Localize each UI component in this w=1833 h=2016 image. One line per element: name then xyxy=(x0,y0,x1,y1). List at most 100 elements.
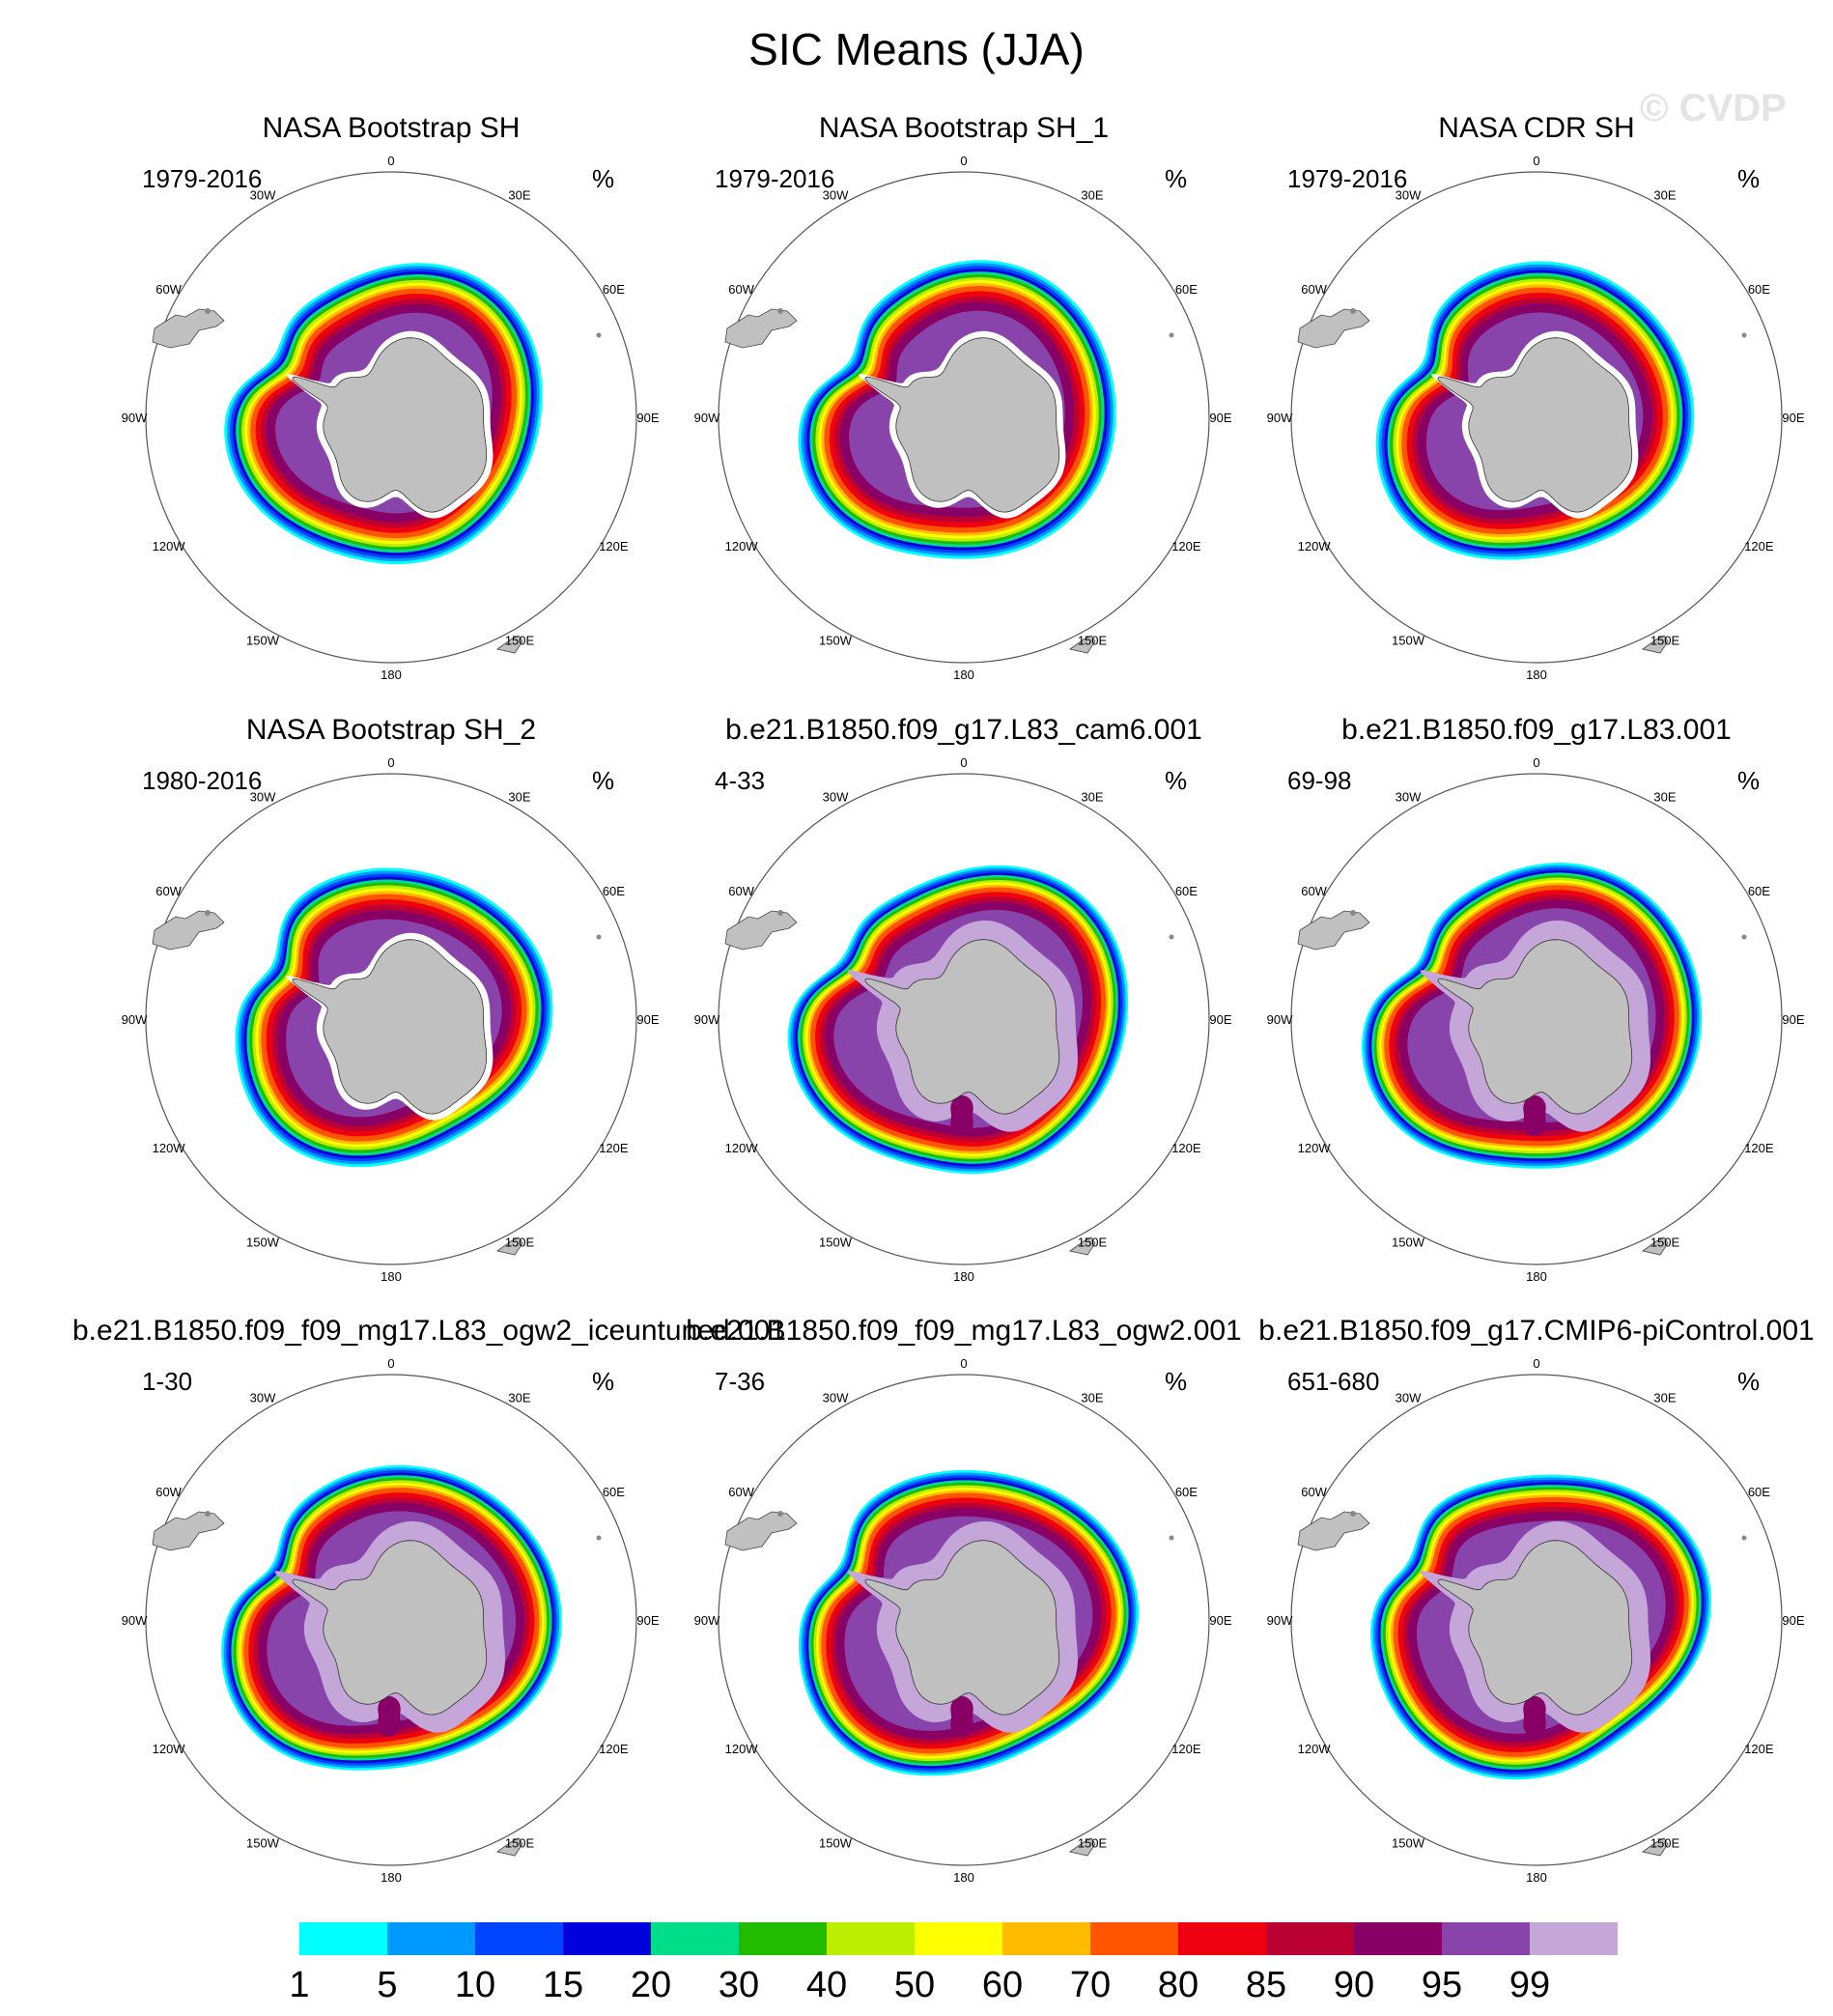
island-marker xyxy=(1169,332,1174,338)
antarctica-land xyxy=(292,939,488,1115)
colorbar-box-95 xyxy=(1442,1922,1530,1955)
antarctica-land xyxy=(292,337,488,513)
island-marker xyxy=(1350,308,1356,314)
longitude-label-90e: 90E xyxy=(636,1012,659,1027)
colorbar-box-99 xyxy=(1530,1922,1618,1955)
longitude-label-60w: 60W xyxy=(1301,1485,1327,1499)
longitude-label-0: 0 xyxy=(1533,154,1539,168)
colorbar-tick-label: 40 xyxy=(805,1965,848,2005)
longitude-label-0: 0 xyxy=(960,1356,967,1371)
longitude-label-60w: 60W xyxy=(728,884,754,898)
colorbar-tick-label: 10 xyxy=(454,1965,496,2005)
longitude-label-150e: 150E xyxy=(1078,1835,1108,1850)
longitude-label-150e: 150E xyxy=(1650,633,1680,647)
longitude-label-120e: 120E xyxy=(599,1742,629,1756)
longitude-label-150w: 150W xyxy=(819,633,853,647)
longitude-label-150w: 150W xyxy=(246,1835,280,1850)
longitude-label-120e: 120E xyxy=(1171,1141,1201,1155)
island-marker xyxy=(205,308,211,314)
panel-title: b.e21.B1850.f09_g17.CMIP6-piControl.001 xyxy=(1258,1315,1815,1347)
colorbar-box-1 xyxy=(299,1922,387,1955)
longitude-label-180: 180 xyxy=(953,667,974,682)
panel-units-label: % xyxy=(1737,766,1761,795)
panel-units-label: % xyxy=(592,164,615,193)
longitude-label-120e: 120E xyxy=(1744,1141,1774,1155)
colorbar-tick-label: 95 xyxy=(1421,1965,1463,2005)
longitude-label-180: 180 xyxy=(381,667,402,682)
longitude-label-120e: 120E xyxy=(1744,539,1774,554)
longitude-label-0: 0 xyxy=(387,154,394,168)
sic-ross-sea-patch xyxy=(950,1696,973,1737)
longitude-label-60e: 60E xyxy=(1175,884,1198,898)
longitude-label-180: 180 xyxy=(1526,1269,1547,1284)
antarctica-land xyxy=(1437,1540,1633,1716)
longitude-label-150w: 150W xyxy=(246,1235,280,1249)
panel-years-label: 651-680 xyxy=(1287,1367,1380,1396)
colorbar-tick-label: 99 xyxy=(1509,1965,1551,2005)
longitude-label-90e: 90E xyxy=(1209,1613,1231,1628)
panel-years-label: 4-33 xyxy=(715,766,766,795)
figure-title: SIC Means (JJA) xyxy=(748,24,1085,74)
longitude-label-90w: 90W xyxy=(1267,1012,1293,1027)
longitude-label-90e: 90E xyxy=(636,1613,659,1628)
longitude-label-60e: 60E xyxy=(1748,884,1770,898)
colorbar-box-90 xyxy=(1354,1922,1442,1955)
panel-title: NASA Bootstrap SH_2 xyxy=(245,714,537,746)
panel-years-label: 1979-2016 xyxy=(715,164,835,193)
new-zealand-land xyxy=(1069,1236,1096,1256)
longitude-label-60w: 60W xyxy=(1301,884,1327,898)
island-marker xyxy=(1741,332,1747,338)
panel-years-label: 69-98 xyxy=(1287,766,1352,795)
sic-ross-sea-patch xyxy=(1523,1095,1546,1136)
new-zealand-land xyxy=(496,1837,523,1857)
panel-title: NASA CDR SH xyxy=(1438,112,1635,144)
longitude-label-90e: 90E xyxy=(1782,411,1804,425)
sic-ross-sea-patch xyxy=(378,1696,401,1737)
longitude-label-150e: 150E xyxy=(505,1835,535,1850)
longitude-label-150w: 150W xyxy=(246,633,280,647)
longitude-label-60w: 60W xyxy=(1301,282,1327,297)
longitude-label-120w: 120W xyxy=(1298,539,1332,554)
colorbar-tick-label: 90 xyxy=(1333,1965,1375,2005)
sic-map-panel: 0 30E 60E 90E 120E 150E 180 150W 120W 90W 60W 30W xyxy=(122,1356,660,1885)
panel-years-label: 7-36 xyxy=(715,1367,766,1396)
colorbar-tick-label: 70 xyxy=(1069,1965,1112,2005)
colorbar-box-20 xyxy=(651,1922,739,1955)
antarctica-land xyxy=(864,939,1060,1115)
longitude-label-120w: 120W xyxy=(1298,1742,1332,1756)
longitude-label-0: 0 xyxy=(960,154,967,168)
sic-map-panel: 0 30E 60E 90E 120E 150E 180 150W 120W 90W 60W 30W xyxy=(1267,154,1805,682)
longitude-label-60w: 60W xyxy=(728,1485,754,1499)
colorbar-box-30 xyxy=(739,1922,827,1955)
longitude-label-60e: 60E xyxy=(603,1485,625,1499)
longitude-label-90w: 90W xyxy=(694,1012,720,1027)
colorbar-box-15 xyxy=(563,1922,651,1955)
longitude-label-30w: 30W xyxy=(823,188,849,203)
island-marker xyxy=(596,934,602,940)
south-america-land xyxy=(152,910,225,951)
colorbar-box-40 xyxy=(827,1922,915,1955)
longitude-label-0: 0 xyxy=(1533,755,1539,770)
colorbar-tick-label: 80 xyxy=(1157,1965,1199,2005)
longitude-label-30w: 30W xyxy=(1396,1391,1422,1406)
sic-map-panel: 0 30E 60E 90E 120E 150E 180 150W 120W 90W 60W 30W xyxy=(694,154,1232,682)
longitude-label-90w: 90W xyxy=(694,411,720,425)
longitude-label-60e: 60E xyxy=(1748,1485,1770,1499)
antarctica-land xyxy=(864,1540,1060,1716)
panel-years-label: 1979-2016 xyxy=(1287,164,1408,193)
panel-title: NASA Bootstrap SH_1 xyxy=(818,112,1110,144)
longitude-label-150e: 150E xyxy=(1650,1235,1680,1249)
colorbar-tick-label: 20 xyxy=(630,1965,672,2005)
colorbar-box-70 xyxy=(1090,1922,1178,1955)
longitude-label-30w: 30W xyxy=(250,790,276,805)
longitude-label-30w: 30W xyxy=(250,188,276,203)
panel-title: NASA Bootstrap SH xyxy=(262,112,521,144)
sic-map-panel: 0 30E 60E 90E 120E 150E 180 150W 120W 90W 60W 30W xyxy=(694,755,1232,1284)
longitude-label-90e: 90E xyxy=(1782,1613,1804,1628)
longitude-label-30w: 30W xyxy=(823,1391,849,1406)
longitude-label-30w: 30W xyxy=(1396,188,1422,203)
south-america-land xyxy=(1297,910,1370,951)
longitude-label-150e: 150E xyxy=(1078,1235,1108,1249)
south-america-land xyxy=(1297,308,1370,349)
longitude-label-0: 0 xyxy=(1533,1356,1539,1371)
